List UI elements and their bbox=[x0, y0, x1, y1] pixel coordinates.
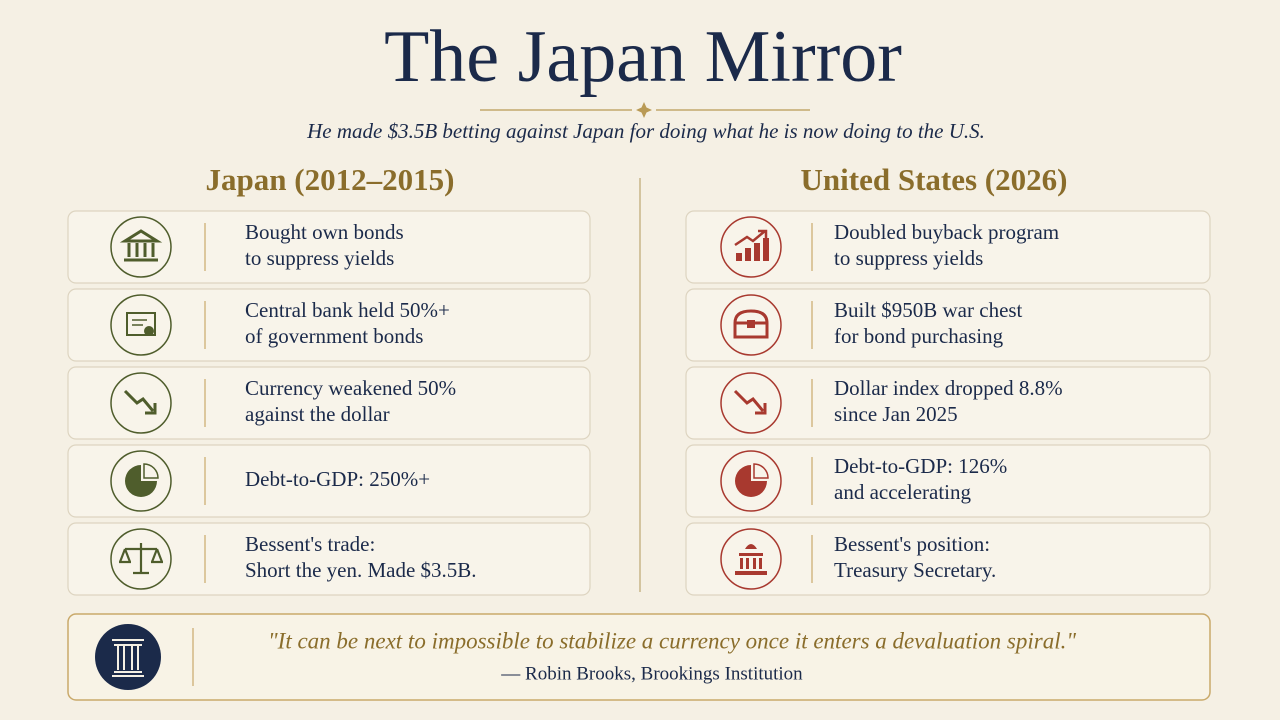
icon-shape bbox=[747, 320, 755, 328]
pillar-icon bbox=[112, 639, 144, 677]
icon-ring bbox=[720, 528, 782, 590]
card bbox=[67, 366, 591, 440]
icon-shape bbox=[735, 465, 767, 497]
card-text: Debt-to-GDP: 250%+ bbox=[245, 467, 430, 491]
card-text: for bond purchasing bbox=[834, 324, 1004, 348]
icon bbox=[118, 543, 164, 575]
icon bbox=[119, 229, 163, 262]
icon-shape bbox=[753, 463, 769, 479]
icon-shape bbox=[132, 319, 147, 326]
quote-icon bbox=[95, 624, 161, 690]
card-text: Built $950B war chest bbox=[834, 298, 1023, 322]
subtitle: He made $3.5B betting against Japan for … bbox=[306, 119, 985, 143]
icon bbox=[126, 312, 156, 336]
icon bbox=[123, 389, 157, 415]
card bbox=[67, 288, 591, 362]
card-text: Doubled buyback program bbox=[834, 220, 1059, 244]
column-heading: Japan (2012–2015) bbox=[206, 162, 455, 197]
icon-ring bbox=[720, 216, 782, 278]
card bbox=[685, 210, 1211, 284]
icon bbox=[734, 229, 769, 261]
icon bbox=[735, 544, 767, 575]
card bbox=[67, 444, 591, 518]
card-text: against the dollar bbox=[245, 402, 390, 426]
card bbox=[685, 366, 1211, 440]
card-text: Debt-to-GDP: 126% bbox=[834, 454, 1007, 478]
icon-shape bbox=[735, 544, 767, 575]
icon bbox=[125, 463, 159, 497]
icon-shape bbox=[734, 229, 768, 247]
icon-shape bbox=[143, 463, 159, 479]
card-text: Bessent's trade: bbox=[245, 532, 375, 556]
star bbox=[636, 102, 652, 118]
icon-shape bbox=[118, 543, 164, 575]
quote-text: "It can be next to impossible to stabili… bbox=[268, 628, 1076, 653]
card-text: to suppress yields bbox=[834, 246, 983, 270]
card bbox=[685, 444, 1211, 518]
card-text: and accelerating bbox=[834, 480, 971, 504]
card-text: since Jan 2025 bbox=[834, 402, 958, 426]
title: The Japan Mirror bbox=[384, 16, 902, 98]
icon-shape bbox=[123, 389, 157, 415]
card-text: Bought own bonds bbox=[245, 220, 404, 244]
card-text: to suppress yields bbox=[245, 246, 394, 270]
card bbox=[67, 522, 591, 596]
icon bbox=[733, 309, 769, 339]
icon-shape bbox=[736, 238, 769, 261]
icon-shape bbox=[733, 389, 767, 415]
card-text: Bessent's position: bbox=[834, 532, 990, 556]
icon-shape bbox=[126, 312, 156, 336]
icon-ring bbox=[110, 372, 172, 434]
card bbox=[685, 288, 1211, 362]
quote-attribution: — Robin Brooks, Brookings Institution bbox=[500, 663, 803, 684]
card-text: Dollar index dropped 8.8% bbox=[834, 376, 1063, 400]
card-text: of government bonds bbox=[245, 324, 423, 348]
icon-shape bbox=[125, 465, 157, 497]
icon bbox=[735, 463, 769, 497]
card-text: Currency weakened 50% bbox=[245, 376, 456, 400]
card bbox=[685, 522, 1211, 596]
card-text: Central bank held 50%+ bbox=[245, 298, 450, 322]
icon-shape bbox=[144, 326, 154, 336]
icon-ring bbox=[110, 216, 172, 278]
quote-box bbox=[67, 613, 1211, 701]
icon-ring bbox=[720, 372, 782, 434]
column-heading: United States (2026) bbox=[801, 162, 1068, 197]
icon bbox=[733, 389, 767, 415]
card bbox=[67, 210, 591, 284]
card-text: Short the yen. Made $3.5B. bbox=[245, 558, 477, 582]
icon-shape bbox=[119, 229, 163, 262]
card-text: Treasury Secretary. bbox=[834, 558, 996, 582]
